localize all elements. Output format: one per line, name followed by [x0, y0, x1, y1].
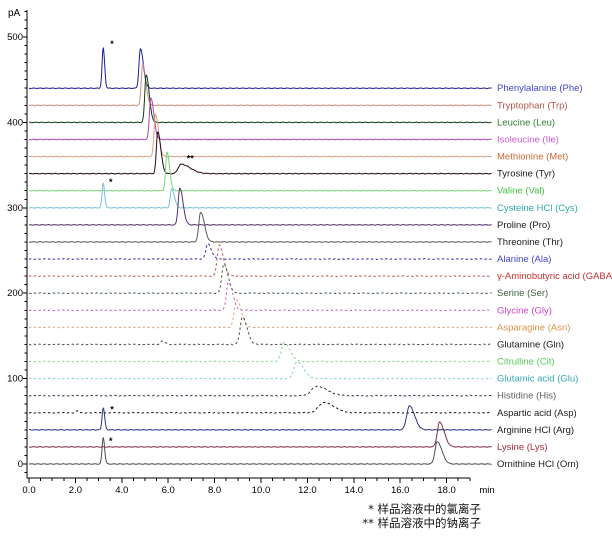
trace-lys	[28, 421, 492, 448]
legend-label-phe: Phenylalanine (Phe)	[497, 83, 583, 94]
legend-label-cys: Cysteine HCl (Cys)	[497, 203, 578, 214]
trace-met	[28, 113, 492, 158]
y-axis-labels: 0 100 200 300 400 500	[7, 32, 23, 470]
legend-label-cit: Citrulline (Cit)	[497, 357, 555, 368]
x-tick-label: 18.0	[437, 485, 456, 496]
legend-label-his: Histidine (His)	[497, 391, 556, 402]
legend-label-gln: Glutamine (Gln)	[497, 339, 564, 350]
legend-label-asn: Asparagine (Asn)	[497, 322, 570, 333]
legend-label-gaba: γ-Aminobutyric acid (GABA)	[497, 271, 612, 282]
legend-label-thr: Threonine (Thr)	[497, 237, 563, 248]
chloride-marker: *	[110, 39, 114, 49]
trace-thr	[28, 211, 492, 243]
legend-label-met: Methionine (Met)	[497, 152, 568, 163]
axes	[26, 10, 470, 479]
trace-glu	[28, 360, 492, 380]
x-axis-unit-label: min	[479, 485, 494, 496]
legend-label-glu: Glutamic acid (Glu)	[497, 374, 578, 385]
trace-tyr	[28, 131, 492, 175]
sodium-marker: **	[187, 153, 195, 163]
footnote-chloride: * 样品溶液中的氯离子	[368, 502, 481, 516]
y-axis-unit-label: pA	[8, 8, 21, 19]
legend-label-gly: Glycine (Gly)	[497, 305, 552, 316]
legend-label-trp: Tryptophan (Trp)	[497, 100, 568, 111]
trace-ile	[28, 97, 492, 141]
legend-label-orn: Ornithine HCl (Orn)	[497, 459, 579, 470]
x-tick-label: 2.0	[69, 485, 82, 496]
chloride-marker: *	[109, 436, 113, 446]
footnotes: * 样品溶液中的氯离子 ** 样品溶液中的钠离子	[300, 502, 481, 530]
trace-phe	[28, 47, 492, 90]
traces	[28, 47, 492, 465]
y-tick-label: 300	[7, 203, 23, 214]
x-tick-label: 16.0	[391, 485, 410, 496]
trace-orn	[28, 437, 492, 465]
y-tick-label: 500	[7, 32, 23, 43]
y-tick-label: 400	[7, 117, 23, 128]
trace-asn	[28, 299, 492, 329]
legend-label-arg: Arginine HCl (Arg)	[497, 425, 574, 436]
x-axis-ticks	[28, 478, 471, 483]
y-tick-label: 100	[7, 374, 23, 385]
legend-label-lys: Lysine (Lys)	[497, 442, 548, 453]
trace-leu	[28, 74, 492, 124]
trace-gly	[28, 281, 492, 312]
x-tick-label: 12.0	[298, 485, 317, 496]
trace-gaba	[28, 244, 492, 278]
chloride-marker: *	[109, 177, 113, 187]
legend-label-ser: Serine (Ser)	[497, 288, 548, 299]
y-tick-label: 200	[7, 288, 23, 299]
x-tick-label: 10.0	[252, 485, 271, 496]
x-axis-labels: 0.0 2.0 4.0 6.0 8.0 10.0 12.0 14.0 16.0 18.0	[22, 485, 455, 496]
trace-ser	[28, 263, 492, 295]
y-axis-ticks	[23, 10, 27, 474]
trace-pro	[28, 187, 492, 226]
y-tick-label: 0	[18, 459, 23, 470]
legend-label-leu: Leucine (Leu)	[497, 117, 555, 128]
x-tick-label: 14.0	[345, 485, 364, 496]
trace-cit	[28, 341, 492, 363]
trace-his	[28, 385, 492, 397]
trace-asp	[28, 401, 492, 414]
trace-val	[28, 151, 492, 192]
trace-ala	[28, 243, 492, 260]
legend-label-val: Valine (Val)	[497, 186, 545, 197]
footnote-sodium: ** 样品溶液中的钠离子	[362, 515, 481, 530]
legend-label-ile: Isoleucine (Ile)	[497, 134, 559, 145]
x-tick-label: 8.0	[208, 485, 221, 496]
trace-cys	[28, 182, 492, 209]
trace-arg	[28, 405, 492, 431]
x-tick-label: 6.0	[162, 485, 175, 496]
trace-trp	[28, 63, 492, 107]
legend-label-tyr: Tyrosine (Tyr)	[497, 169, 555, 180]
x-tick-label: 0.0	[22, 485, 35, 496]
legend-label-asp: Aspartic acid (Asp)	[497, 408, 577, 419]
legend-label-ala: Alanine (Ala)	[497, 254, 551, 265]
legend: Phenylalanine (Phe) Tryptophan (Trp) Leuci…	[497, 83, 612, 470]
legend-label-pro: Proline (Pro)	[497, 220, 550, 231]
chloride-marker: *	[110, 404, 114, 414]
x-tick-label: 4.0	[115, 485, 128, 496]
peak-markers: ******	[109, 39, 194, 446]
trace-gln	[28, 316, 492, 346]
